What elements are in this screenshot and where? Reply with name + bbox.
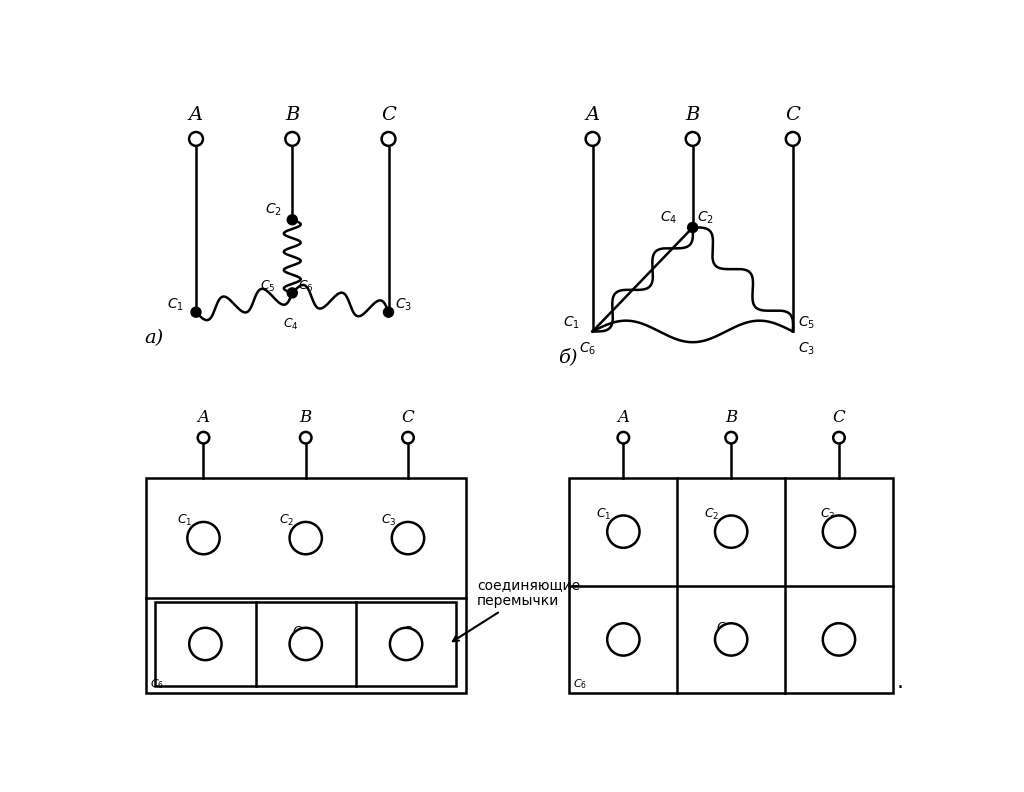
Circle shape — [715, 516, 748, 548]
Bar — [156, 602, 457, 686]
Circle shape — [617, 432, 629, 444]
Text: $C_3$: $C_3$ — [381, 513, 396, 528]
Circle shape — [823, 623, 855, 656]
Bar — [569, 478, 893, 693]
Text: $C_4$: $C_4$ — [292, 625, 307, 641]
Circle shape — [607, 516, 640, 548]
Circle shape — [688, 223, 697, 233]
Text: соединяющие
перемычки: соединяющие перемычки — [453, 578, 581, 642]
Circle shape — [607, 623, 640, 656]
Text: $C_2$: $C_2$ — [705, 507, 720, 522]
Circle shape — [286, 132, 299, 146]
Text: $C_1$: $C_1$ — [596, 507, 612, 522]
Bar — [146, 478, 466, 693]
Circle shape — [715, 623, 748, 656]
Circle shape — [785, 132, 800, 146]
Circle shape — [189, 628, 221, 661]
Text: $C_6$: $C_6$ — [579, 341, 596, 357]
Text: A: A — [189, 105, 203, 124]
Text: $C_5$: $C_5$ — [260, 279, 275, 294]
Text: B: B — [300, 409, 312, 426]
Circle shape — [300, 432, 311, 444]
Text: $C_3$: $C_3$ — [798, 341, 815, 357]
Circle shape — [382, 132, 395, 146]
Circle shape — [187, 522, 220, 554]
Text: B: B — [285, 105, 299, 124]
Circle shape — [191, 307, 201, 317]
Text: A: A — [198, 409, 210, 426]
Text: C: C — [401, 409, 415, 426]
Text: $C_2$: $C_2$ — [279, 513, 294, 528]
Text: $C_2$: $C_2$ — [697, 209, 714, 226]
Text: $C_6$: $C_6$ — [298, 279, 313, 294]
Text: $C_1$: $C_1$ — [176, 513, 191, 528]
Text: $C_4$: $C_4$ — [716, 621, 731, 636]
Text: $C_5$: $C_5$ — [402, 625, 418, 641]
Circle shape — [384, 307, 393, 317]
Text: $C_5$: $C_5$ — [798, 314, 815, 331]
Text: $C_4$: $C_4$ — [283, 317, 299, 332]
Circle shape — [288, 288, 297, 298]
Circle shape — [288, 215, 297, 225]
Circle shape — [686, 132, 699, 146]
Text: A: A — [617, 409, 630, 426]
Text: .: . — [897, 672, 904, 692]
Circle shape — [392, 522, 424, 554]
Text: $C_5$: $C_5$ — [831, 621, 847, 636]
Text: $C_1$: $C_1$ — [167, 297, 183, 314]
Text: $C_3$: $C_3$ — [394, 297, 412, 314]
Text: B: B — [685, 105, 699, 124]
Circle shape — [834, 432, 845, 444]
Text: $C_3$: $C_3$ — [819, 507, 836, 522]
Text: C: C — [381, 105, 396, 124]
Text: C: C — [785, 105, 800, 124]
Circle shape — [290, 522, 322, 554]
Circle shape — [725, 432, 737, 444]
Text: B: B — [725, 409, 737, 426]
Circle shape — [290, 628, 322, 661]
Circle shape — [586, 132, 599, 146]
Circle shape — [189, 132, 203, 146]
Text: б): б) — [558, 348, 578, 366]
Circle shape — [823, 516, 855, 548]
Text: а): а) — [144, 329, 164, 347]
Circle shape — [198, 432, 209, 444]
Circle shape — [402, 432, 414, 444]
Text: C: C — [833, 409, 846, 426]
Text: $C_2$: $C_2$ — [265, 202, 283, 218]
Text: $C_6$: $C_6$ — [573, 677, 588, 691]
Text: $C_4$: $C_4$ — [660, 209, 678, 226]
Circle shape — [390, 628, 422, 661]
Text: $C_1$: $C_1$ — [563, 314, 581, 331]
Text: $C_6$: $C_6$ — [150, 677, 164, 691]
Text: A: A — [586, 105, 600, 124]
